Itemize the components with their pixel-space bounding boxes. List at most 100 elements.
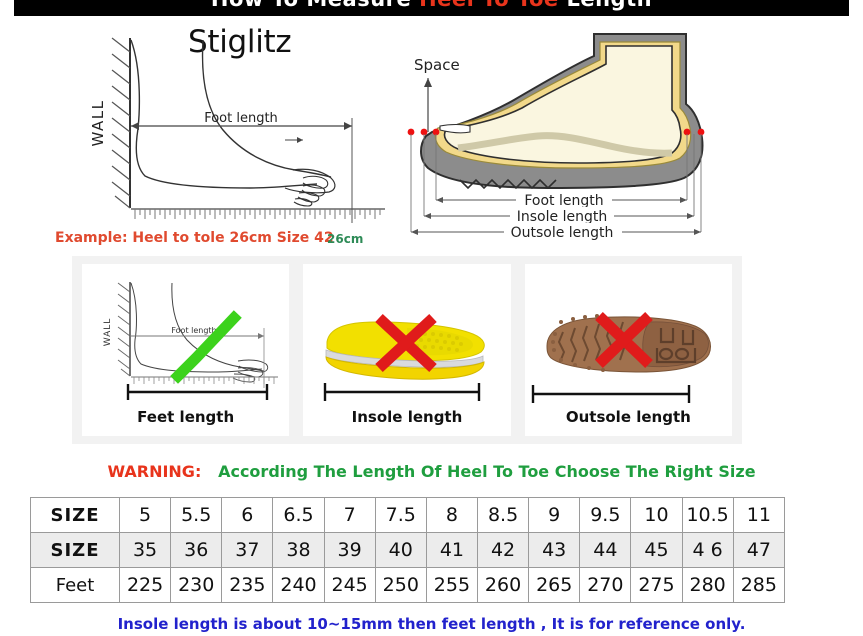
measure-markers [407, 128, 705, 136]
cell: 6 [221, 497, 274, 533]
table-row: Feet 225 230 235 240 245 250 255 260 265… [30, 567, 786, 603]
page-title-prefix: How To Measure [211, 0, 419, 11]
cell: 225 [118, 567, 172, 603]
dim3-label-bg [504, 223, 622, 241]
panel1-graphic: WALL [103, 282, 278, 400]
dim-label-outsole-length: Outsole length [511, 225, 614, 241]
foot-body [443, 45, 682, 164]
tread-wave [459, 178, 557, 190]
dim-label-insole-length: Insole length [517, 209, 607, 225]
panel3-caption: Outsole length [565, 408, 691, 426]
foot-against-wall-diagram: WALL [89, 37, 385, 223]
dim3-head-left [411, 229, 418, 235]
cell: 5.5 [170, 497, 223, 533]
foot-outline-upper [201, 39, 332, 178]
cell: 43 [528, 532, 581, 568]
toes [293, 175, 329, 207]
warning-label: WARNING: [107, 462, 202, 481]
cell: 35 [118, 532, 172, 568]
cell: 7.5 [374, 497, 427, 533]
panel3-graphic [531, 312, 711, 403]
dim2-head-left [424, 213, 431, 219]
dim2-label-bg [510, 207, 614, 225]
dim-label-foot-length: Foot length [524, 193, 603, 209]
cell: 250 [374, 567, 427, 603]
cell: 235 [221, 567, 274, 603]
cell: 9 [528, 497, 581, 533]
row-header-feet: Feet [30, 567, 120, 603]
foot-outline-lower [130, 39, 318, 189]
outsole-tread-heel [655, 328, 696, 364]
dim2-head-right [687, 213, 694, 219]
page-title: How To Measure Heel To Toe Length [211, 0, 652, 11]
cell: 260 [476, 567, 530, 603]
table-row: SIZE 5 5.5 6 6.5 7 7.5 8 8.5 9 9.5 10 10… [30, 497, 786, 533]
cell: 41 [425, 532, 478, 568]
cell: 40 [374, 532, 427, 568]
row-header-size-us: SIZE [30, 497, 120, 533]
table-row: SIZE 35 36 37 38 39 40 41 42 43 44 45 4 … [30, 532, 786, 568]
inner-arrow-head [297, 137, 303, 143]
shoe-cross-section-diagram: Space Foot length Insole [407, 33, 705, 241]
foot-length-label: Foot length [204, 111, 278, 126]
arrow-head-left [131, 122, 139, 130]
reference-verticals [410, 134, 702, 232]
dim1-label-bg [516, 191, 612, 209]
cell: 8.5 [476, 497, 530, 533]
page-title-suffix: Length [559, 0, 652, 11]
outsole-edge-nubs [550, 314, 605, 372]
cell: 10 [630, 497, 683, 533]
insole-dots [415, 332, 464, 352]
panel1-ruler-ticks [133, 377, 275, 384]
panel-insole-length: Insole length [303, 264, 511, 436]
dim1-head-left [436, 197, 443, 203]
panel1-wall-label: WALL [103, 318, 113, 347]
brand-wordmark: Stiglitz [188, 24, 292, 60]
cell: 230 [170, 567, 223, 603]
cell: 44 [579, 532, 632, 568]
cell: 245 [323, 567, 376, 603]
cell: 240 [272, 567, 325, 603]
size-conversion-table: SIZE 5 5.5 6 6.5 7 7.5 8 8.5 9 9.5 10 10… [30, 497, 786, 603]
cell: 5 [118, 497, 172, 533]
cell: 42 [476, 532, 530, 568]
panel1-wall-hatching [117, 282, 131, 377]
wall-hatching [111, 37, 131, 209]
dim1-head-right [680, 197, 687, 203]
cell: 280 [681, 567, 734, 603]
insole-bottom [325, 356, 485, 380]
cell: 36 [170, 532, 223, 568]
panel1-caption: Feet length [137, 408, 235, 426]
toe-space-sliver [439, 123, 471, 134]
dim3-head-right [694, 229, 701, 235]
example-caption: Example: Heel to tole 26cm Size 42 [55, 230, 334, 246]
panel1-foot-lower [130, 282, 263, 373]
size-table-body: SIZE 5 5.5 6 6.5 7 7.5 8 8.5 9 9.5 10 10… [30, 497, 786, 603]
footnote-text: Insole length is about 10~15mm then feet… [117, 615, 746, 633]
arrow-head-right [344, 122, 352, 130]
cell: 39 [323, 532, 376, 568]
cell: 275 [630, 567, 683, 603]
cell: 47 [732, 532, 786, 568]
panel2-caption: Insole length [351, 408, 463, 426]
panel1-inner-arrow-head [258, 333, 264, 339]
cell: 4 6 [681, 532, 734, 568]
space-arrow-head [424, 78, 432, 87]
space-label: Space [414, 56, 460, 74]
cell: 255 [425, 567, 478, 603]
warning-line: WARNING: According The Length Of Heel To… [0, 462, 863, 481]
panel-feet-length: WALL [82, 264, 290, 436]
cell: 285 [732, 567, 786, 603]
panel2-graphic [324, 313, 486, 401]
panel1-foot-upper [171, 282, 265, 372]
cell: 6.5 [272, 497, 325, 533]
panel-outsole-length: Outsole length [524, 264, 732, 436]
arch-shading [457, 132, 673, 157]
cm-measurement-label: 26cm [327, 232, 364, 246]
cell: 8 [425, 497, 478, 533]
cell: 38 [272, 532, 325, 568]
cell: 37 [221, 532, 274, 568]
cell: 9.5 [579, 497, 632, 533]
cell: 45 [630, 532, 683, 568]
